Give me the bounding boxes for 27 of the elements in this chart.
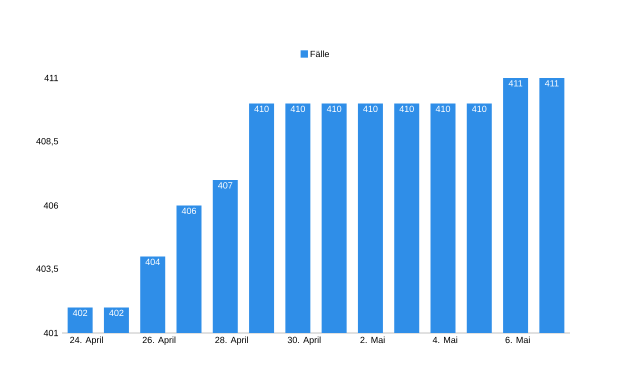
data-label: 411	[508, 80, 522, 86]
data-label: 410	[399, 106, 414, 112]
x-tick-label: 4. Mai	[432, 336, 458, 344]
y-tick-label: 411	[44, 74, 58, 82]
data-label: 404	[145, 258, 160, 266]
x-tick-label: 24. April	[70, 336, 103, 345]
x-tick-label: 28. April	[215, 336, 248, 345]
data-label: 406	[182, 208, 196, 214]
data-label: 402	[109, 310, 124, 316]
data-label: 410	[254, 106, 269, 112]
data-label: 410	[326, 106, 342, 112]
data-label: 411	[544, 80, 559, 86]
y-tick-label: 406	[44, 202, 58, 209]
x-tick-label: 26. April	[142, 336, 176, 345]
x-tick-label: 2. Mai	[360, 336, 385, 344]
x-tick-label: 6. Mai	[506, 336, 530, 344]
y-tick-label: 408,5	[36, 138, 58, 146]
y-tick-label: 401	[44, 330, 58, 336]
data-label: 410	[363, 106, 378, 112]
data-label: 410	[290, 106, 305, 112]
data-label: 410	[436, 106, 450, 112]
y-tick-label: 403,5	[36, 266, 58, 273]
data-label: 410	[472, 106, 486, 112]
x-tick-label: 30. April	[288, 336, 320, 345]
data-label: 402	[72, 310, 88, 316]
data-label: 407	[218, 182, 232, 189]
legend-label: Fälle	[310, 50, 330, 58]
